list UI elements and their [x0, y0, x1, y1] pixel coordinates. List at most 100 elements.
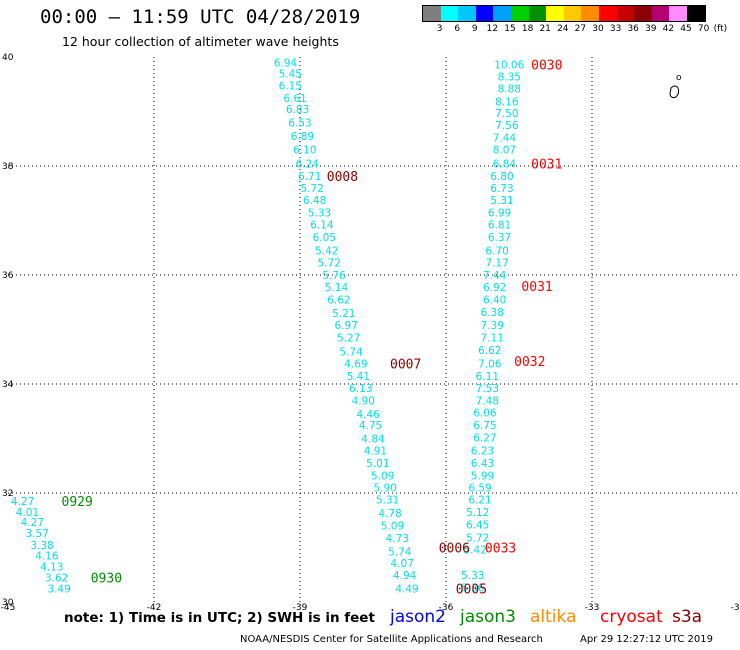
wave-height-value: 6.21	[468, 495, 491, 507]
wave-height-value: 7.11	[481, 333, 504, 345]
wave-height-value: 7.17	[485, 257, 508, 269]
x-tick-label: -39	[293, 603, 308, 613]
wave-height-value: 6.43	[471, 458, 494, 470]
wave-height-value: 5.74	[388, 546, 412, 558]
wave-height-value: 6.11	[476, 371, 499, 383]
wave-height-value: 6.70	[485, 245, 508, 257]
wave-height-value: 8.16	[495, 97, 519, 109]
wave-height-value: 3.57	[26, 528, 49, 540]
wave-height-value: 6.23	[471, 445, 494, 457]
wave-height-value: 5.12	[466, 507, 489, 519]
wave-height-value: 4.27	[11, 496, 34, 508]
legend-label: 18	[521, 24, 534, 34]
wave-height-value: 7.06	[478, 358, 502, 370]
wave-height-value: 5.09	[381, 521, 404, 533]
wave-height-value: 5.01	[366, 458, 389, 470]
wave-height-value: 8.35	[498, 72, 521, 84]
wave-height-value: 6.59	[468, 483, 491, 495]
time-label: 0031	[521, 280, 552, 295]
wave-height-value: 5.90	[373, 483, 396, 495]
wave-height-value: 5.33	[461, 570, 484, 582]
wave-height-value: 4.94	[393, 570, 417, 582]
time-label: 0007	[390, 357, 421, 372]
wave-height-value: 5.36	[461, 582, 485, 594]
legend-label: 9	[471, 24, 478, 34]
wave-height-value: 6.75	[473, 420, 496, 432]
legend-label: 70	[697, 24, 710, 34]
wave-height-value: 4.84	[361, 434, 385, 446]
wave-height-value: 6.83	[286, 104, 309, 116]
wave-height-value: 6.10	[293, 145, 316, 157]
chart-subtitle: 12 hour collection of altimeter wave hei…	[62, 34, 339, 49]
wave-height-value: 6.45	[466, 520, 489, 532]
x-tick-label: -42	[147, 603, 162, 613]
wave-height-value: 6.40	[483, 295, 506, 307]
wave-height-value: 8.07	[493, 145, 516, 157]
legend-label: 3	[436, 24, 443, 34]
wave-height-value: 6.61	[283, 93, 306, 105]
legend-swatch	[581, 6, 599, 21]
wave-height-value: 6.73	[490, 183, 513, 195]
time-label: 0030	[531, 59, 562, 74]
wave-height-value: 7.44	[483, 270, 507, 282]
wave-height-value: 5.14	[325, 282, 349, 294]
y-tick-label: 32	[2, 489, 13, 499]
wave-height-value: 6.84	[493, 158, 517, 170]
wave-height-value: 4.49	[395, 583, 418, 595]
time-label: 0006	[439, 542, 470, 557]
satellite-key-s3a: s3a	[672, 607, 703, 627]
time-label: 0008	[327, 170, 358, 185]
chart-title: 00:00 – 11:59 UTC 04/28/2019	[40, 6, 361, 28]
wave-height-value: 5.31	[376, 495, 399, 507]
wave-height-value: 4.90	[352, 395, 375, 407]
wave-height-value: 5.33	[308, 207, 331, 219]
time-label: 0032	[514, 355, 545, 370]
legend-swatch	[563, 6, 582, 21]
wave-height-value: 6.13	[349, 383, 372, 395]
legend-label: 33	[609, 24, 622, 34]
wave-height-value: 5.99	[471, 471, 494, 483]
time-label: 0930	[91, 571, 122, 586]
y-tick-label: 38	[2, 162, 14, 172]
legend-swatch	[669, 6, 687, 21]
wave-height-value: 5.72	[318, 257, 341, 269]
wave-height-value: 6.37	[488, 232, 511, 244]
wave-height-value: 7.53	[476, 383, 499, 395]
legend-label: 24	[557, 24, 569, 34]
color-legend: 3 6 9 12 15 18 21 24 27 30 33 36 39 42 45 70 (ft)	[422, 5, 727, 34]
legend-label: 42	[662, 24, 675, 34]
wave-height-value: 6.94	[274, 57, 298, 69]
wave-height-value: 6.71	[298, 171, 321, 183]
legend-labels: 3 6 9 12 15 18 21 24 27 30 33 36 39 42 45 70 (ft)	[422, 22, 727, 34]
time-label: 0005	[456, 582, 487, 597]
wave-height-value: 6.97	[335, 320, 358, 332]
wave-height-value: 6.05	[313, 232, 336, 244]
wave-height-value: 6.80	[490, 171, 513, 183]
x-tick-label: -36	[439, 603, 454, 613]
legend-label: 21	[539, 24, 551, 34]
time-label: 0033	[485, 542, 516, 557]
satellite-key-jason2: jason2	[390, 607, 446, 627]
legend-label: 39	[645, 24, 657, 34]
x-tick-label: -30	[731, 603, 740, 613]
wave-height-value: 3.49	[47, 583, 70, 595]
wave-height-value: 5.42	[315, 245, 338, 257]
wave-height-value: 5.41	[347, 371, 370, 383]
wave-height-value: 6.81	[488, 219, 511, 231]
footer-source: NOAA/NESDIS Center for Satellite Applica…	[240, 634, 543, 645]
legend-swatches	[422, 5, 706, 22]
map-symbol: o	[676, 73, 682, 83]
legend-swatch	[528, 6, 547, 21]
wave-height-value: 6.99	[488, 207, 511, 219]
legend-swatch	[440, 6, 459, 21]
wave-height-value: 5.74	[339, 346, 363, 358]
footer-timestamp: Apr 29 12:27:12 UTC 2019	[580, 634, 713, 645]
satellite-key-cryosat: cryosat	[600, 607, 663, 627]
legend-label: 36	[627, 24, 639, 34]
wave-height-value: 3.38	[30, 540, 53, 552]
wave-height-value: 6.06	[473, 407, 497, 419]
wave-height-value: 4.75	[359, 420, 382, 432]
legend-label: 45	[680, 24, 692, 34]
y-tick-label: 40	[2, 53, 14, 63]
wave-height-value: 6.62	[478, 345, 501, 357]
